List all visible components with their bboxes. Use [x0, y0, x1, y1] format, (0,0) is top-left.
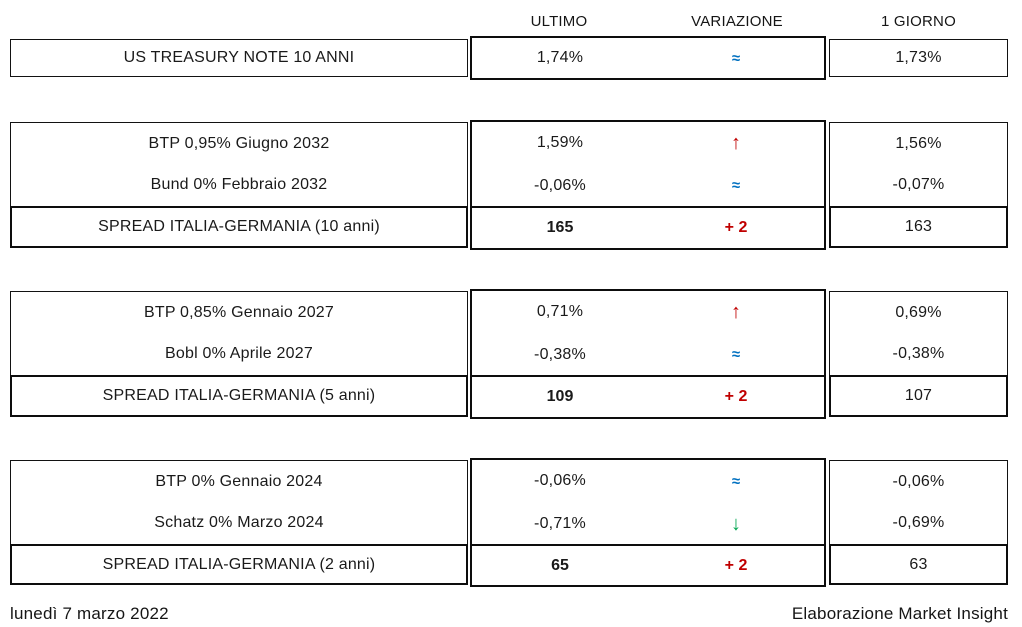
- giorno-value: 1,73%: [895, 49, 942, 66]
- treasury-label-cell: US TREASURY NOTE 10 ANNI: [10, 39, 468, 77]
- column-header-ultimo: ULTIMO: [530, 12, 588, 30]
- row-label: Schatz 0% Marzo 2024: [154, 514, 324, 532]
- variation-approx-icon: ≈: [731, 472, 741, 490]
- variation-down-icon: ↓: [731, 512, 741, 535]
- values-10y-box: 1,59% ↑ -0,06% ≈: [470, 120, 826, 209]
- treasury-values-box: 1,74% ≈: [470, 36, 826, 80]
- labels-5y-box: BTP 0,85% Gennaio 2027 Bobl 0% Aprile 20…: [10, 291, 468, 376]
- report-credit: Elaborazione Market Insight: [791, 604, 1008, 623]
- giorno-value: -0,69%: [892, 514, 945, 532]
- ultimo-value: 0,71%: [536, 303, 584, 321]
- labels-2y-box: BTP 0% Gennaio 2024 Schatz 0% Marzo 2024: [10, 460, 468, 545]
- spread-5y-giorno-cell: 107: [829, 375, 1008, 417]
- row-label: BTP 0,85% Gennaio 2027: [143, 303, 335, 321]
- treasury-giorno-cell: 1,73%: [829, 39, 1008, 77]
- variation-approx-icon: ≈: [731, 49, 741, 67]
- spread-change: + 2: [724, 219, 748, 236]
- giorno-value: -0,38%: [892, 345, 945, 363]
- giorno-value: -0,06%: [892, 472, 945, 490]
- row-label: BTP 0% Gennaio 2024: [155, 472, 323, 490]
- spread-value: 65: [551, 556, 569, 574]
- giorno-10y-box: 1,56% -0,07%: [829, 122, 1008, 207]
- row-label: Bund 0% Febbraio 2032: [150, 176, 328, 194]
- giorno-value: 63: [909, 555, 928, 573]
- spread-label: SPREAD ITALIA-GERMANIA (10 anni): [98, 218, 380, 235]
- values-2y-box: -0,06% ≈ -0,71% ↓: [470, 458, 826, 547]
- ultimo-value: 1,74%: [536, 49, 584, 66]
- row-label: US TREASURY NOTE 10 ANNI: [123, 49, 355, 66]
- spread-label: SPREAD ITALIA-GERMANIA (5 anni): [102, 387, 376, 404]
- giorno-value: 163: [904, 218, 933, 235]
- ultimo-value: -0,06%: [534, 472, 586, 490]
- column-header-variazione: VARIAZIONE: [691, 12, 783, 30]
- spread-10y-values-box: 165 + 2: [470, 206, 826, 250]
- spread-2y-giorno-cell: 63: [829, 544, 1008, 585]
- giorno-value: 107: [904, 387, 933, 404]
- row-label: BTP 0,95% Giugno 2032: [148, 134, 330, 152]
- spread-2y-values-box: 65 + 2: [470, 544, 826, 587]
- variation-approx-icon: ≈: [731, 177, 741, 195]
- ultimo-value: -0,38%: [534, 345, 586, 363]
- ultimo-value: -0,06%: [534, 176, 586, 194]
- giorno-5y-box: 0,69% -0,38%: [829, 291, 1008, 376]
- spread-10y-giorno-cell: 163: [829, 206, 1008, 248]
- report-date: lunedì 7 marzo 2022: [10, 604, 169, 623]
- variation-approx-icon: ≈: [731, 346, 741, 364]
- values-5y-box: 0,71% ↑ -0,38% ≈: [470, 289, 826, 378]
- spread-label: SPREAD ITALIA-GERMANIA (2 anni): [102, 555, 376, 573]
- labels-10y-box: BTP 0,95% Giugno 2032 Bund 0% Febbraio 2…: [10, 122, 468, 207]
- spread-2y-label-cell: SPREAD ITALIA-GERMANIA (2 anni): [10, 544, 468, 585]
- spread-change: + 2: [724, 388, 748, 405]
- ultimo-value: -0,71%: [534, 514, 586, 532]
- giorno-2y-box: -0,06% -0,69%: [829, 460, 1008, 545]
- spread-5y-values-box: 109 + 2: [470, 375, 826, 419]
- spread-value: 165: [546, 219, 574, 236]
- ultimo-value: 1,59%: [536, 134, 584, 152]
- spread-10y-label-cell: SPREAD ITALIA-GERMANIA (10 anni): [10, 206, 468, 248]
- spread-value: 109: [546, 388, 574, 405]
- variation-up-icon: ↑: [731, 301, 741, 324]
- giorno-value: -0,07%: [892, 176, 945, 194]
- row-label: Bobl 0% Aprile 2027: [165, 345, 313, 363]
- giorno-value: 1,56%: [895, 134, 942, 152]
- giorno-value: 0,69%: [895, 303, 942, 321]
- variation-up-icon: ↑: [731, 132, 741, 155]
- spread-5y-label-cell: SPREAD ITALIA-GERMANIA (5 anni): [10, 375, 468, 417]
- column-header-1-giorno: 1 GIORNO: [881, 12, 956, 30]
- spread-change: + 2: [724, 556, 748, 574]
